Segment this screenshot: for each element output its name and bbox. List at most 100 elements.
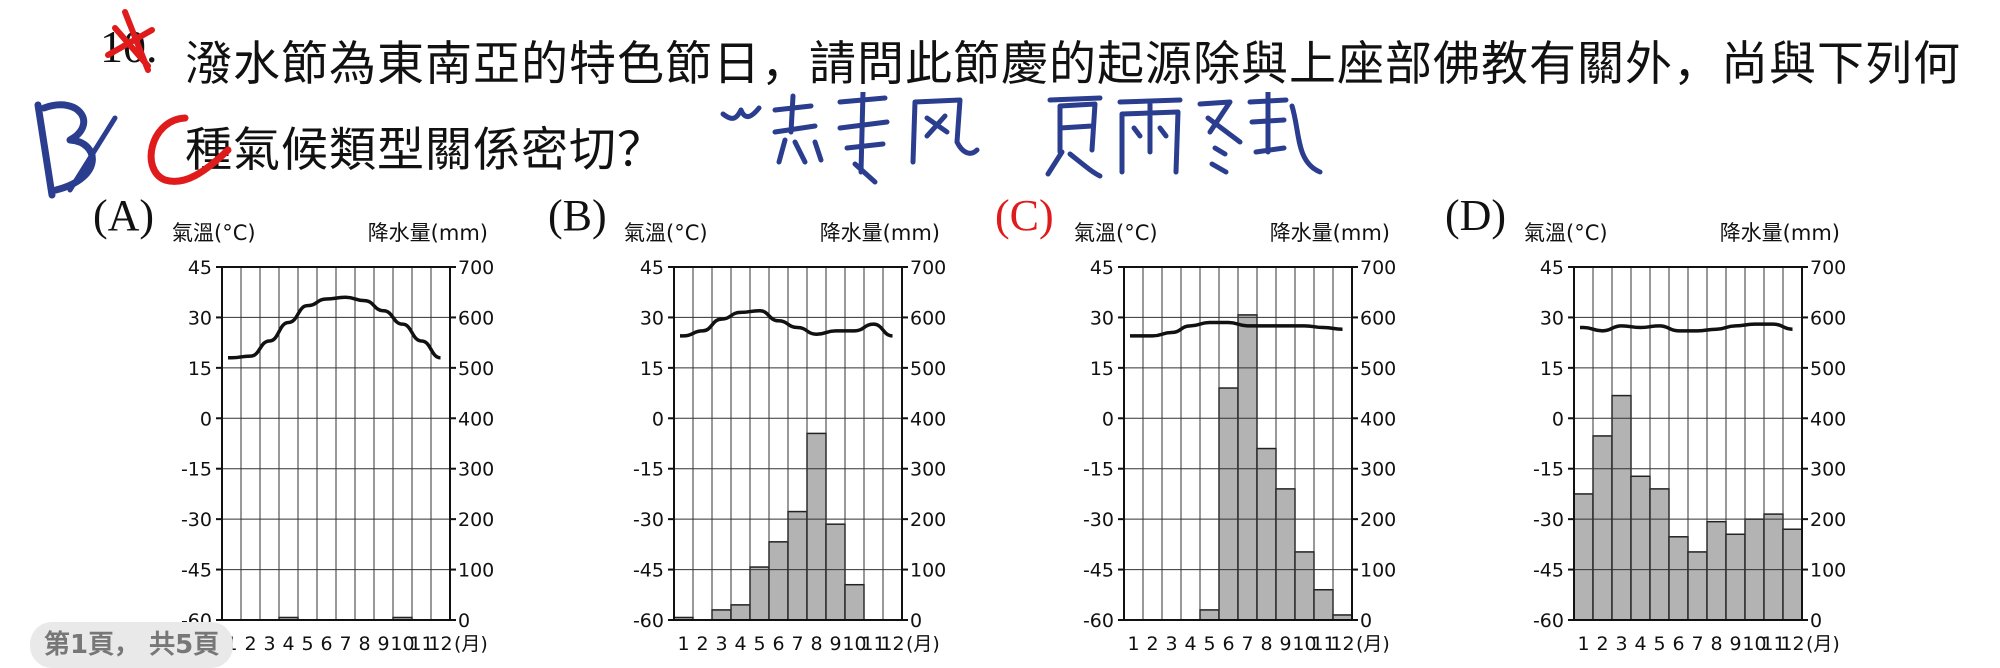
month-tick-label: 3 [1165, 633, 1177, 655]
month-unit-label: (月) [906, 633, 940, 655]
precipitation-axis-title: 降水量(mm) [820, 221, 940, 245]
temperature-tick-label: -45 [633, 560, 664, 582]
temperature-tick-label: 15 [1090, 358, 1114, 380]
month-tick-label: 10 [842, 633, 866, 655]
precipitation-tick-label: 100 [1360, 560, 1396, 582]
temperature-tick-label: -45 [181, 560, 212, 582]
month-tick-label: 8 [1260, 633, 1272, 655]
month-tick-label: 2 [244, 633, 256, 655]
precipitation-tick-label: 500 [1810, 358, 1846, 380]
precipitation-tick-label: 600 [1360, 307, 1396, 329]
month-tick-label: 9 [377, 633, 389, 655]
precipitation-bar [1668, 536, 1689, 621]
temperature-tick-label: -60 [633, 610, 664, 632]
month-tick-label: 11 [409, 633, 433, 655]
precipitation-tick-label: 500 [458, 358, 494, 380]
month-tick-label: 6 [1672, 633, 1684, 655]
temperature-line [1580, 322, 1793, 333]
temperature-tick-label: 0 [652, 408, 664, 430]
precipitation-bar [1573, 493, 1594, 621]
option-label-c: (C) [995, 191, 1054, 240]
temperature-tick-label: 0 [1552, 408, 1564, 430]
month-tick-label: 12 [428, 633, 452, 655]
month-tick-label: 1 [1127, 633, 1139, 655]
precipitation-bar [844, 583, 865, 621]
precipitation-bar [730, 604, 751, 621]
precipitation-tick-label: 600 [1810, 307, 1846, 329]
precipitation-tick-label: 0 [1810, 610, 1822, 632]
precipitation-tick-label: 600 [910, 307, 946, 329]
precipitation-bar [768, 541, 789, 621]
temperature-tick-label: 45 [188, 257, 212, 279]
month-tick-label: 4 [1634, 633, 1646, 655]
temperature-tick-label: 0 [1102, 408, 1114, 430]
month-tick-label: 1 [1577, 633, 1589, 655]
precipitation-axis-title: 降水量(mm) [368, 221, 488, 245]
precipitation-tick-label: 0 [910, 610, 922, 632]
precipitation-bar [1687, 551, 1708, 621]
month-tick-label: 2 [696, 633, 708, 655]
precipitation-tick-label: 200 [1810, 509, 1846, 531]
precipitation-tick-label: 100 [1810, 560, 1846, 582]
precipitation-bar [1782, 528, 1803, 621]
temperature-tick-label: 0 [200, 408, 212, 430]
temperature-axis-title: 氣溫(°C) [624, 221, 708, 245]
precipitation-bar [1725, 533, 1746, 621]
month-tick-label: 12 [1330, 633, 1354, 655]
month-tick-label: 11 [1311, 633, 1335, 655]
month-tick-label: 2 [1146, 633, 1158, 655]
temperature-tick-label: 15 [640, 358, 664, 380]
precipitation-bar [749, 566, 770, 621]
month-tick-label: 10 [1292, 633, 1316, 655]
month-tick-label: 7 [791, 633, 803, 655]
precipitation-tick-label: 300 [1360, 459, 1396, 481]
handwritten-note-monsoon [720, 92, 980, 185]
month-tick-label: 11 [861, 633, 885, 655]
temperature-tick-label: 30 [1090, 307, 1114, 329]
month-unit-label: (月) [1356, 633, 1390, 655]
month-tick-label: 9 [1279, 633, 1291, 655]
precipitation-tick-label: 400 [1360, 408, 1396, 430]
temperature-tick-label: -30 [1083, 509, 1114, 531]
temperature-axis-title: 氣溫(°C) [1074, 221, 1158, 245]
month-tick-label: 12 [1780, 633, 1804, 655]
month-tick-label: 2 [1596, 633, 1608, 655]
precipitation-bar [711, 609, 732, 621]
temperature-tick-label: -15 [181, 459, 212, 481]
precipitation-axis-title: 降水量(mm) [1270, 221, 1390, 245]
temperature-tick-label: 30 [640, 307, 664, 329]
month-tick-label: 4 [282, 633, 294, 655]
precipitation-bar [1630, 475, 1651, 621]
climate-chart-c: 氣溫(°C) 降水量(mm)4530150-15-30-45-6070060050… [1074, 221, 1396, 655]
month-tick-label: 3 [263, 633, 275, 655]
month-unit-label: (月) [1806, 633, 1840, 655]
month-tick-label: 5 [1653, 633, 1665, 655]
month-tick-label: 6 [1222, 633, 1234, 655]
month-tick-label: 5 [753, 633, 765, 655]
month-tick-label: 8 [1710, 633, 1722, 655]
precipitation-bar [1237, 314, 1258, 621]
temperature-tick-label: -60 [1533, 610, 1564, 632]
plot-frame [221, 266, 451, 621]
precipitation-tick-label: 700 [458, 257, 494, 279]
climate-chart-a: 氣溫(°C) 降水量(mm)4530150-15-30-45-6070060050… [172, 221, 494, 655]
month-tick-label: 9 [829, 633, 841, 655]
handwritten-note-summer-rain [1045, 92, 1323, 179]
precipitation-tick-label: 700 [1360, 257, 1396, 279]
precipitation-tick-label: 600 [458, 307, 494, 329]
precipitation-bar [1275, 488, 1296, 621]
month-tick-label: 9 [1729, 633, 1741, 655]
precipitation-tick-label: 400 [1810, 408, 1846, 430]
precipitation-bar [1763, 513, 1784, 621]
page-indicator: 第1頁， 共5頁 [30, 622, 234, 668]
temperature-tick-label: -30 [1533, 509, 1564, 531]
option-label-a: (A) [93, 191, 155, 240]
temperature-tick-label: -60 [1083, 610, 1114, 632]
precipitation-tick-label: 300 [910, 459, 946, 481]
temperature-line [680, 308, 893, 338]
climate-chart-d: 氣溫(°C) 降水量(mm)4530150-15-30-45-6070060050… [1524, 221, 1846, 655]
temperature-tick-label: -15 [1533, 459, 1564, 481]
month-tick-label: 4 [1184, 633, 1196, 655]
precipitation-bar [1611, 394, 1632, 621]
precipitation-bar [1706, 520, 1727, 621]
